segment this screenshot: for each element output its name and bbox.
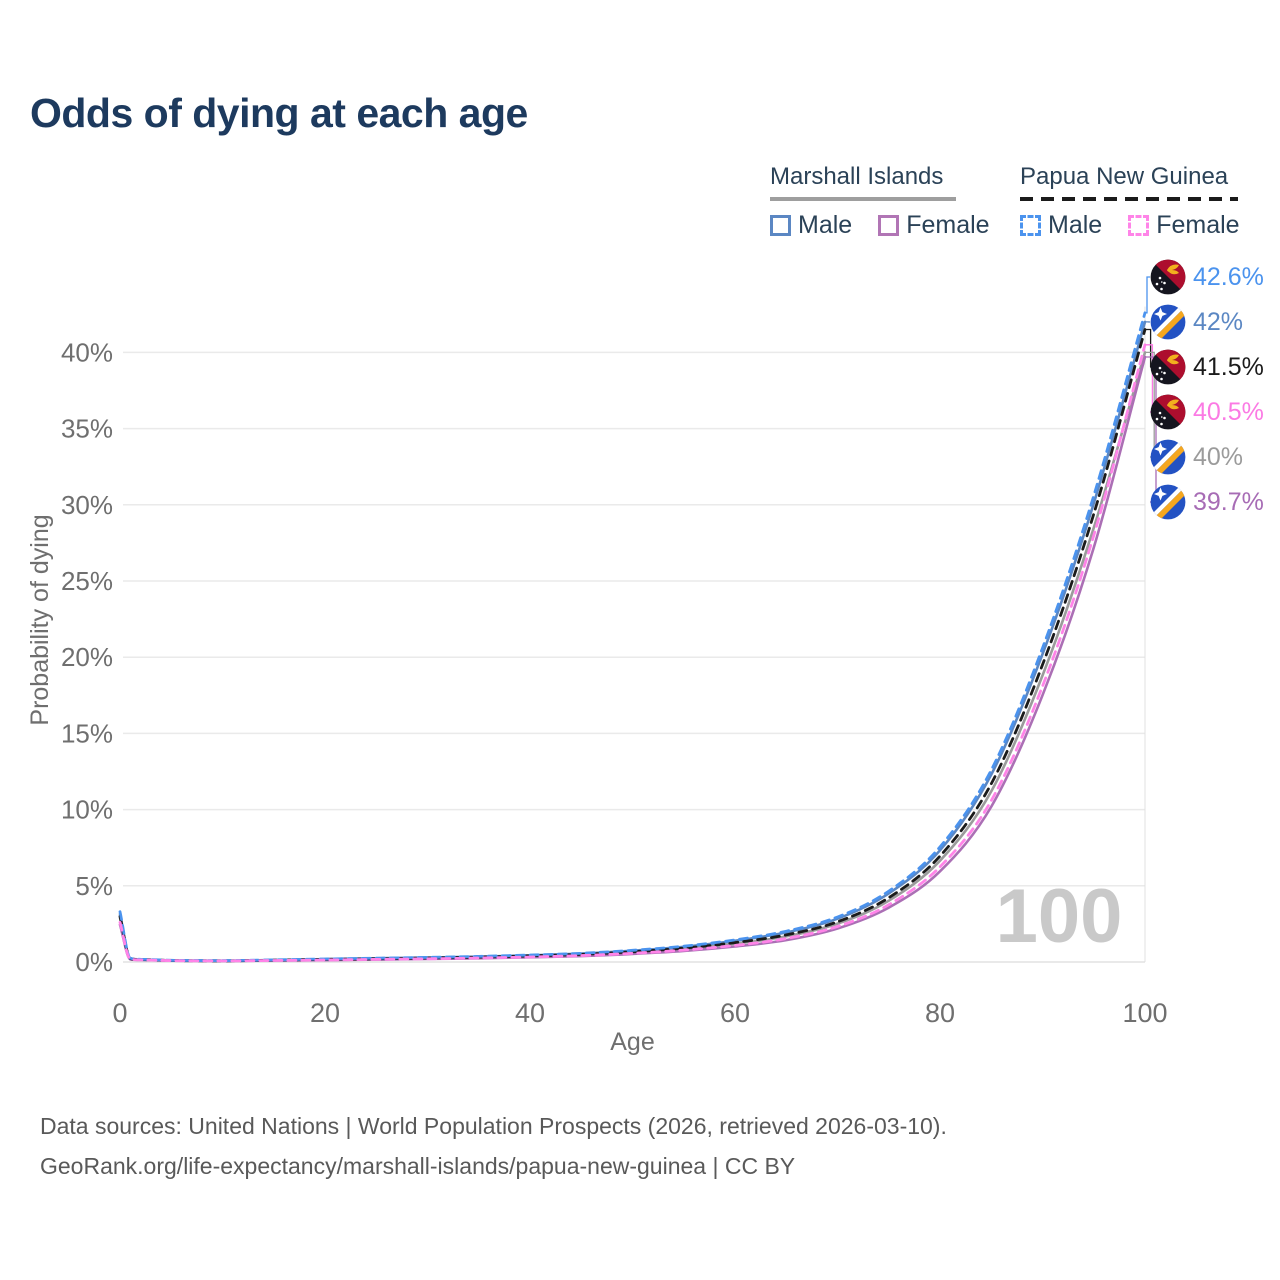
png-female-swatch-icon — [1128, 215, 1150, 236]
page-title: Odds of dying at each age — [30, 90, 528, 136]
x-tick-label: 40 — [515, 998, 545, 1028]
footer-attribution: GeoRank.org/life-expectancy/marshall-isl… — [40, 1153, 796, 1179]
mhl-flag-icon — [1150, 484, 1186, 520]
footer: Data sources: United Nations | World Pop… — [40, 1106, 947, 1186]
end-value-label: 40% — [1193, 443, 1244, 471]
series-line-png_total[interactable] — [118, 328, 1147, 963]
x-tick-label: 80 — [925, 998, 955, 1028]
series-line-mi_female[interactable] — [118, 355, 1147, 963]
legend-item-label: Male — [1048, 211, 1103, 239]
hover-age-watermark: 100 — [996, 874, 1123, 959]
y-tick-label: 25% — [61, 566, 113, 596]
end-label-row-mi_female: 39.7% — [1150, 484, 1264, 520]
legend-header-marshall-islands: Marshall Islands — [770, 163, 944, 190]
legend-underline-marshall-islands — [770, 197, 956, 201]
y-tick-label: 30% — [61, 490, 113, 520]
mi-female-swatch-icon — [878, 215, 900, 236]
y-tick-label: 20% — [61, 642, 113, 672]
y-tick-label: 0% — [75, 947, 113, 977]
legend-group-marshall-islands: Marshall Islands Male Female — [770, 163, 990, 240]
leader-line-png_male — [1145, 276, 1150, 314]
legend-item-mi-female[interactable]: Female — [878, 211, 990, 240]
footer-data-sources: Data sources: United Nations | World Pop… — [40, 1113, 947, 1139]
end-label-row-png_male: 42.6% — [1150, 259, 1264, 295]
end-value-label: 42.6% — [1193, 263, 1264, 291]
series-line-png_male[interactable] — [118, 311, 1147, 963]
end-value-label: 41.5% — [1193, 353, 1264, 381]
y-tick-label: 40% — [61, 337, 113, 367]
png-flag-icon — [1150, 259, 1186, 295]
series-line-png_female[interactable] — [118, 343, 1147, 963]
end-value-label: 39.7% — [1193, 488, 1264, 516]
mhl-flag-icon — [1150, 304, 1186, 340]
x-tick-label: 20 — [310, 998, 340, 1028]
y-tick-label: 35% — [61, 414, 113, 444]
x-tick-label: 100 — [1122, 998, 1167, 1028]
end-label-row-png_female: 40.5% — [1150, 394, 1264, 430]
series-line-mi_male[interactable] — [118, 320, 1147, 963]
mhl-flag-icon — [1150, 439, 1186, 475]
legend-item-label: Male — [798, 211, 853, 239]
png-flag-icon — [1150, 349, 1186, 385]
y-tick-label: 5% — [75, 871, 113, 901]
end-value-label: 42% — [1193, 308, 1244, 336]
end-label-row-mi_male: 42% — [1150, 304, 1243, 340]
legend-item-png-male[interactable]: Male — [1020, 211, 1102, 240]
x-tick-label: 60 — [720, 998, 750, 1028]
legend-group-papua-new-guinea: Papua New Guinea Male Female — [1020, 163, 1240, 240]
legend-item-label: Female — [1156, 211, 1240, 239]
mi-male-swatch-icon — [770, 215, 791, 236]
y-axis-title: Probability of dying — [26, 514, 54, 725]
y-tick-label: 15% — [61, 718, 113, 748]
legend-item-mi-male[interactable]: Male — [770, 211, 852, 240]
legend-item-label: Female — [906, 211, 990, 239]
leader-line-png_total — [1145, 328, 1152, 368]
legend-underline-papua-new-guinea — [1020, 197, 1238, 201]
x-tick-label: 0 — [112, 998, 127, 1028]
png-flag-icon — [1150, 394, 1186, 430]
x-axis-title: Age — [610, 1028, 654, 1056]
end-value-label: 40.5% — [1193, 398, 1264, 426]
png-male-swatch-icon — [1020, 215, 1041, 236]
legend-header-papua-new-guinea: Papua New Guinea — [1020, 163, 1229, 190]
end-label-row-mi_total: 40% — [1150, 439, 1243, 475]
end-label-row-png_total: 41.5% — [1150, 349, 1264, 385]
y-tick-label: 10% — [61, 795, 113, 825]
legend-item-png-female[interactable]: Female — [1128, 211, 1240, 240]
